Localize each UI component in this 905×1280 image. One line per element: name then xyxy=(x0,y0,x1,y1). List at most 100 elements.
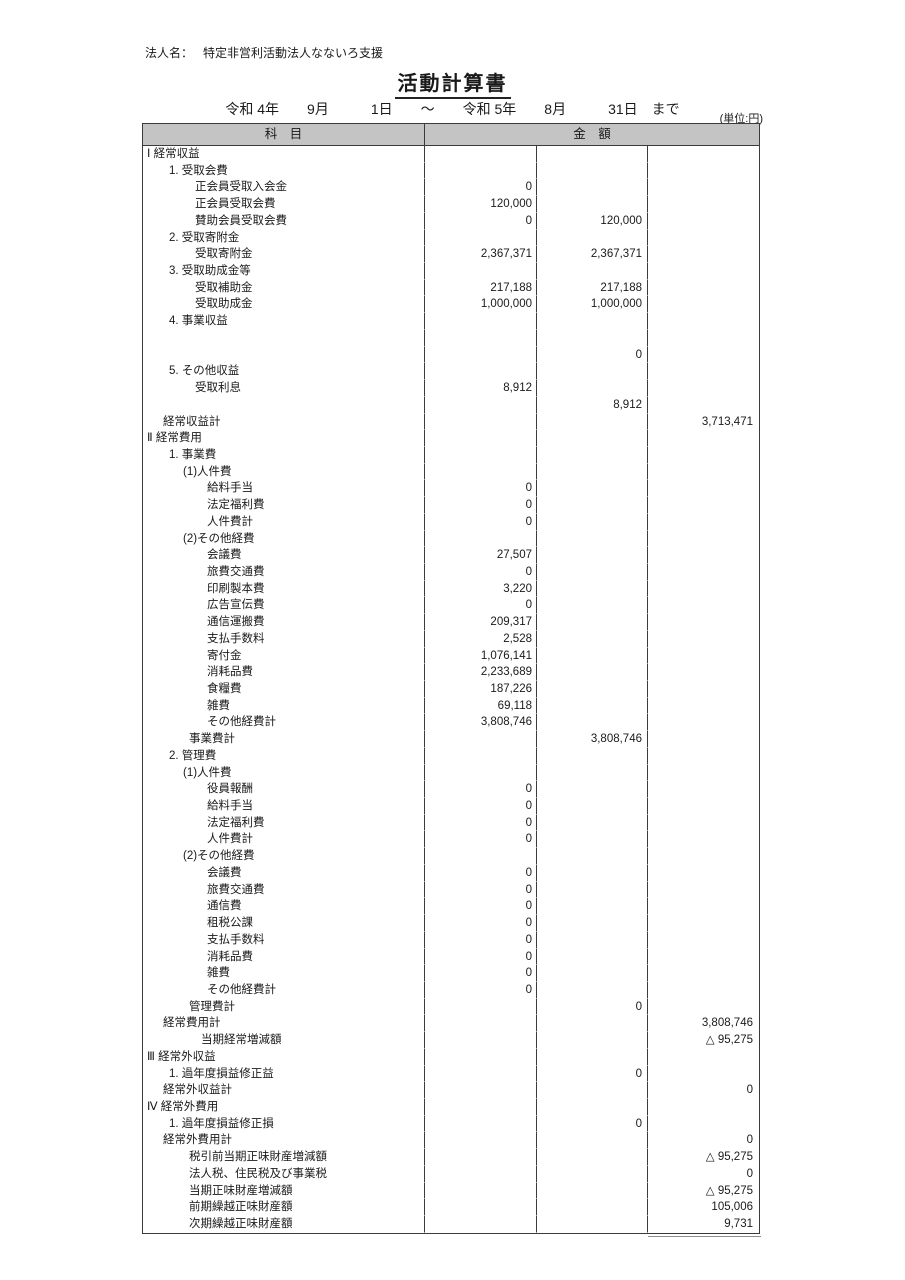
amount-col1-cell xyxy=(425,363,537,381)
table-row: 法定福利費 0 xyxy=(143,814,759,832)
amount-col3-cell xyxy=(648,397,759,414)
amount-col1-cell: 0 xyxy=(425,931,537,949)
amount-col2-cell xyxy=(537,681,648,698)
table-header-amount: 金 額 xyxy=(573,127,611,141)
amount-col3-cell xyxy=(648,363,759,380)
table-row: 1. 受取会費 xyxy=(143,162,759,180)
subject-cell: 給料手当 xyxy=(143,798,425,815)
subject-cell: 1. 事業費 xyxy=(143,446,425,464)
amount-col3-cell xyxy=(648,163,759,180)
subject-cell: 賛助会員受取会費 xyxy=(143,212,425,230)
table-row: 消耗品費 0 xyxy=(143,948,759,966)
subject-cell: 経常費用計 xyxy=(143,1015,425,1033)
table-row: 正会員受取入会金 0 xyxy=(143,179,759,197)
amount-col3-cell xyxy=(648,731,759,748)
subject-cell: (1)人件費 xyxy=(143,463,425,481)
amount-col1-cell: 2,367,371 xyxy=(425,246,537,264)
subject-cell: 法定福利費 xyxy=(143,497,425,514)
amount-col1-cell xyxy=(425,747,537,765)
table-row: 通信運搬費 209,317 xyxy=(143,614,759,631)
amount-col2-cell xyxy=(537,898,648,916)
amount-col1-cell: 0 xyxy=(425,898,537,916)
table-row: (2)その他経費 xyxy=(143,848,759,865)
amount-col3-cell xyxy=(648,999,759,1016)
subject-cell: 3. 受取助成金等 xyxy=(143,263,425,280)
table-row: 受取補助金 217,188 217,188 xyxy=(143,279,759,297)
subject-cell: 経常外費用計 xyxy=(143,1132,425,1150)
amount-col2-cell xyxy=(537,547,648,564)
subject-cell: 受取寄附金 xyxy=(143,246,425,264)
amount-col2-cell xyxy=(537,313,648,330)
amount-col3-cell xyxy=(648,564,759,581)
amount-col1-cell: 8,912 xyxy=(425,380,537,397)
table-row: Ⅲ 経常外収益 xyxy=(143,1048,759,1066)
table-row: 0 xyxy=(143,346,759,364)
amount-col2-cell xyxy=(537,814,648,832)
table-row: 当期経常増減額 △ 95,275 xyxy=(143,1032,759,1049)
subject-cell: 雑費 xyxy=(143,697,425,715)
table-row: 食糧費 187,226 xyxy=(143,681,759,698)
amount-col1-cell xyxy=(425,1216,537,1233)
table-row: 受取寄附金 2,367,371 2,367,371 xyxy=(143,246,759,264)
amount-col3-cell xyxy=(648,179,759,196)
amount-col2-cell xyxy=(537,363,648,381)
amount-col3-cell: △ 95,275 xyxy=(705,1151,753,1164)
table-row: その他経費計 0 xyxy=(143,981,759,999)
subject-cell: (2)その他経費 xyxy=(143,848,425,865)
amount-col3-cell xyxy=(648,430,759,447)
subject-cell: 4. 事業収益 xyxy=(143,313,425,330)
amount-col1-cell xyxy=(425,1082,537,1099)
table-body: Ⅰ 経常収益 1. 受取会費 正会員受取入会金 0 正会員受取会費 120,000 賛助会員… xyxy=(143,146,759,1233)
amount-col3-cell xyxy=(648,146,759,163)
amount-col3-cell: 3,808,746 xyxy=(701,1017,753,1030)
amount-col2-cell xyxy=(537,446,648,464)
amount-col3-cell xyxy=(648,313,759,330)
amount-col1-cell: 0 xyxy=(425,179,537,197)
subject-cell: 管理費計 xyxy=(143,998,425,1016)
amount-col2-cell xyxy=(537,597,648,615)
amount-col3-cell xyxy=(648,898,759,915)
amount-col1-cell xyxy=(425,1032,537,1049)
table-row: (1)人件費 xyxy=(143,463,759,481)
subject-cell: 前期繰越正味財産額 xyxy=(143,1199,425,1216)
table-row: 賛助会員受取会費 0 120,000 xyxy=(143,212,759,230)
table-row: 5. その他収益 xyxy=(143,363,759,381)
amount-col2-cell xyxy=(537,781,648,799)
amount-col2-cell: 1,000,000 xyxy=(537,296,648,314)
table-row: Ⅳ 経常外費用 xyxy=(143,1098,759,1116)
subject-cell: 通信運搬費 xyxy=(143,614,425,631)
amount-col2-cell xyxy=(537,798,648,815)
amount-col3-cell xyxy=(648,380,759,397)
amount-col1-cell: 0 xyxy=(425,497,537,514)
amount-col1-cell: 1,076,141 xyxy=(425,647,537,665)
amount-col2-cell xyxy=(537,881,648,899)
amount-col2-cell xyxy=(537,931,648,949)
subject-cell: 雑費 xyxy=(143,965,425,982)
amount-col1-cell xyxy=(425,1132,537,1150)
amount-col1-cell xyxy=(425,1065,537,1083)
amount-col3-cell: △ 95,275 xyxy=(705,1184,753,1197)
amount-col2-cell xyxy=(537,697,648,715)
amount-col3-cell xyxy=(648,514,759,531)
amount-col3-cell xyxy=(648,681,759,698)
amount-col2-cell xyxy=(537,430,648,447)
amount-col2-cell xyxy=(537,162,648,180)
table-row: 法定福利費 0 xyxy=(143,497,759,514)
amount-col2-cell: 120,000 xyxy=(537,212,648,230)
amount-col1-cell xyxy=(425,1199,537,1216)
amount-col2-cell xyxy=(537,664,648,681)
subject-cell: 支払手数料 xyxy=(143,931,425,949)
amount-col2-cell xyxy=(537,1082,648,1099)
amount-col2-cell xyxy=(537,948,648,966)
table-row: 旅費交通費 0 xyxy=(143,563,759,581)
table-row: 支払手数料 0 xyxy=(143,931,759,949)
subject-cell: 旅費交通費 xyxy=(143,563,425,581)
subject-cell: Ⅳ 経常外費用 xyxy=(143,1098,425,1116)
amount-col3-cell xyxy=(648,280,759,297)
amount-col2-cell xyxy=(537,530,648,548)
table-row: 雑費 69,118 xyxy=(143,697,759,715)
amount-col3-cell xyxy=(648,949,759,966)
subject-cell: 受取補助金 xyxy=(143,279,425,297)
subject-cell: 法人税、住民税及び事業税 xyxy=(143,1165,425,1183)
